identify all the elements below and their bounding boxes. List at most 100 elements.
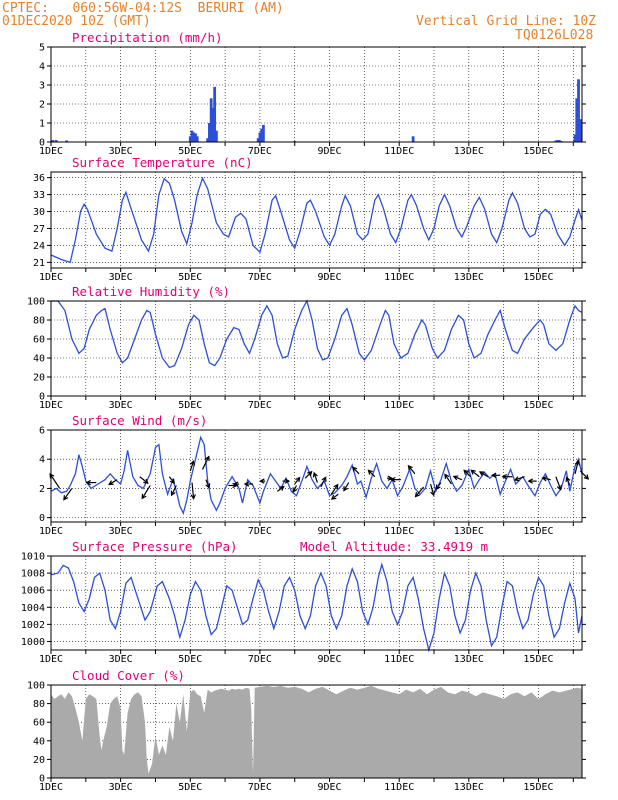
x-tick-label: 11DEC	[384, 400, 414, 411]
wind-vector-head	[307, 470, 313, 477]
wind-vector-head	[387, 475, 394, 481]
wind-vector	[191, 482, 195, 499]
y-tick-label: 1010	[21, 552, 45, 563]
wind-vector-head	[343, 486, 349, 492]
precip-bar	[578, 119, 582, 142]
wind-vector	[566, 477, 571, 486]
x-tick-label: 1DEC	[39, 400, 63, 411]
x-tick-label: 7DEC	[248, 272, 272, 283]
precip-bar	[258, 132, 262, 142]
wind-vector-head	[435, 484, 441, 490]
wind-vector-head	[565, 476, 571, 483]
y-tick-label: 1004	[21, 603, 45, 614]
y-tick-label: 33	[33, 190, 45, 201]
wind-vector-head	[321, 476, 327, 482]
x-tick-label: 9DEC	[318, 782, 342, 793]
wind-vector-head	[259, 478, 265, 484]
y-tick-label: 80	[33, 699, 45, 710]
precip-bar	[214, 130, 218, 142]
wind-vector	[574, 460, 579, 474]
y-tick-label: 3	[39, 81, 45, 92]
y-tick-label: 4	[39, 455, 45, 466]
wind-vector-head	[583, 474, 590, 480]
precip-bar	[213, 86, 217, 142]
precip-bar	[208, 123, 211, 142]
wind-vector-head	[170, 490, 176, 497]
wind-vector-head	[430, 490, 436, 497]
wind-vector	[294, 477, 301, 485]
wind-vector-head	[243, 481, 250, 487]
y-tick-label: 40	[33, 354, 45, 365]
x-tick-label: 3DEC	[109, 782, 133, 793]
precip-bar	[194, 133, 197, 142]
wind-vector-head	[513, 476, 520, 482]
wind-vector-head	[312, 471, 318, 478]
y-tick-label: 100	[27, 297, 45, 308]
wind-vector-head	[85, 479, 91, 486]
header-vertical-grid-info: Vertical Grid Line: 10Z	[416, 14, 597, 29]
precip-bar	[51, 140, 55, 142]
wind-vector-head	[295, 476, 301, 483]
humidity-line	[51, 299, 583, 369]
y-tick-label: 0	[39, 392, 45, 403]
x-tick-label: 7DEC	[248, 146, 272, 157]
wind-vector	[189, 461, 195, 472]
precip-bar	[54, 140, 58, 142]
wind-vector-head	[190, 494, 196, 500]
x-tick-label: 7DEC	[248, 400, 272, 411]
panel-frame	[50, 429, 583, 523]
wind-vector-head	[351, 466, 358, 472]
wind-vector	[171, 485, 177, 496]
wind-vector-head	[574, 459, 580, 466]
wind-vector-head	[367, 469, 373, 475]
panel-title: Relative Humidity (%)	[72, 284, 230, 299]
y-tick-label: 1002	[21, 620, 45, 631]
precip-bar	[256, 138, 260, 142]
wind-vector	[463, 469, 472, 478]
wind-vector-head	[407, 464, 413, 471]
x-tick-label: 1DEC	[39, 782, 63, 793]
wind-vector-head	[501, 474, 507, 480]
x-tick-label: 15DEC	[523, 400, 553, 411]
x-tick-label: 7DEC	[248, 782, 272, 793]
x-tick-label: 3DEC	[109, 272, 133, 283]
precip-bar	[195, 136, 199, 142]
x-tick-label: 5DEC	[178, 400, 202, 411]
x-tick-label: 15DEC	[523, 654, 553, 665]
wind-vector	[139, 476, 149, 484]
x-tick-label: 11DEC	[384, 782, 414, 793]
wind-vector	[514, 476, 525, 481]
wind-vector	[313, 472, 318, 483]
pressure-line	[50, 562, 583, 653]
wind-vector	[205, 479, 210, 488]
panel-humidity: 0 20 40 60 80 100 1DEC 3DEC 5DEC 7DEC 9DEC 11DEC 13D…	[27, 284, 586, 411]
x-tick-label: 1DEC	[39, 654, 63, 665]
wind-vector-head	[169, 478, 175, 485]
panel-frame	[50, 300, 583, 397]
wind-vector	[415, 486, 425, 497]
precip-bar	[557, 140, 561, 142]
header-station: CPTEC: 060:56W-04:12S BERURI (AM)	[2, 1, 284, 16]
wind-vector	[367, 469, 376, 478]
y-tick-label: 24	[33, 241, 45, 252]
wind-vector-head	[490, 472, 497, 478]
wind-vector	[352, 466, 360, 475]
x-tick-label: 11DEC	[384, 146, 414, 157]
wind-vector-head	[470, 469, 476, 475]
wind-vector	[304, 471, 313, 479]
y-tick-label: 0	[39, 138, 45, 149]
x-tick-label: 3DEC	[109, 526, 133, 537]
panel-frame	[50, 684, 583, 779]
precip-bar	[65, 140, 69, 142]
wind-vector-head	[279, 485, 285, 491]
y-tick-label: 0	[39, 774, 45, 785]
y-tick-label: 36	[33, 173, 45, 184]
panel-frame	[50, 171, 583, 269]
y-tick-label: 1000	[21, 637, 45, 648]
precip-bar	[192, 132, 196, 142]
wind-vector-head	[63, 495, 69, 501]
x-tick-label: 11DEC	[384, 272, 414, 283]
x-tick-label: 5DEC	[178, 146, 202, 157]
y-tick-label: 20	[33, 373, 45, 384]
y-tick-label: 21	[33, 258, 45, 269]
